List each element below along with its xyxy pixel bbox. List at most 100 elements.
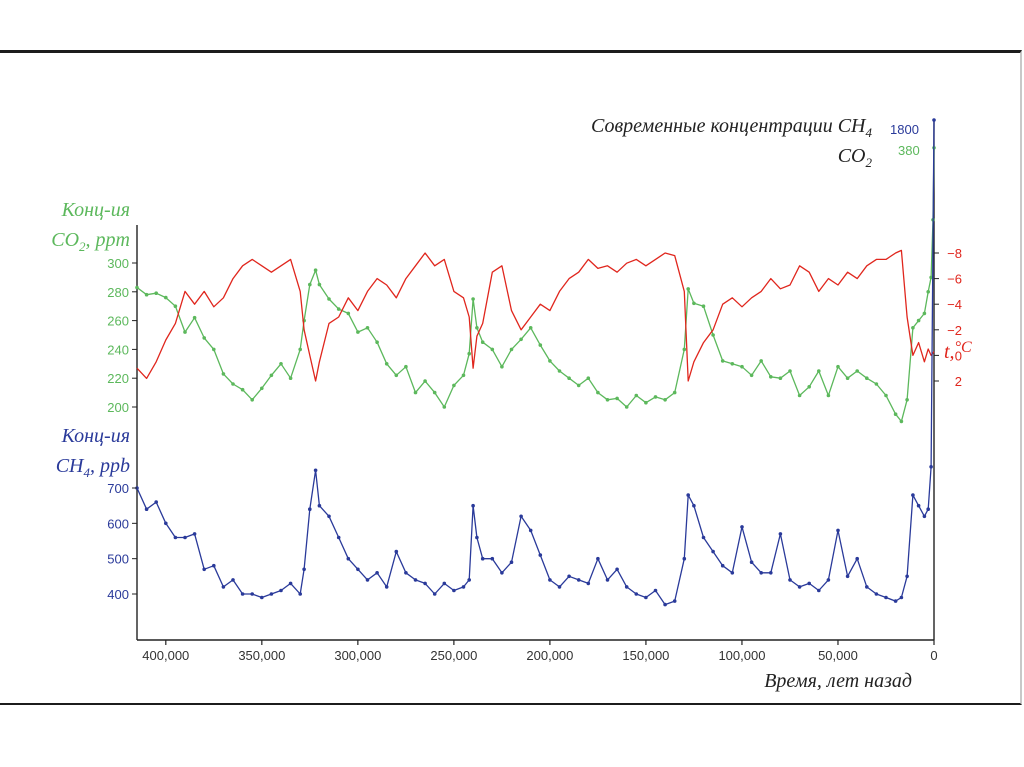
co2-data-point	[567, 376, 571, 381]
ch4-axis-label-line1: Конц-ия	[61, 425, 130, 447]
ch4-data-point	[740, 525, 744, 529]
ch4-data-point	[240, 592, 245, 596]
ch4-data-point	[221, 585, 226, 589]
ch4-data-point	[807, 581, 811, 586]
ch4-data-point	[855, 556, 859, 561]
co2-data-point	[730, 362, 735, 366]
ch4-data-point	[922, 514, 927, 519]
co2-series-line	[136, 147, 935, 423]
co2-axis-label-line2: CO2, ppm	[51, 229, 130, 254]
co2-data-point	[298, 347, 303, 352]
co2-data-point	[480, 340, 485, 345]
ch4-data-point	[154, 500, 158, 504]
co2-data-point	[576, 383, 581, 388]
ch4-data-point	[288, 581, 293, 586]
axes	[136, 120, 935, 641]
co2-data-point	[720, 359, 725, 363]
ch4-data-point	[480, 556, 485, 561]
co2-data-point	[817, 369, 821, 373]
co2-data-point	[212, 347, 216, 352]
co2-data-point	[916, 318, 921, 323]
ch4-data-point	[528, 528, 533, 533]
ch4-tick-label: 500	[107, 552, 129, 567]
co2-data-point	[596, 390, 600, 395]
co2-data-point	[144, 292, 149, 297]
chart-frame	[0, 50, 1022, 705]
co2-data-point	[317, 282, 322, 287]
co2-data-point	[432, 390, 437, 395]
co2-data-point	[375, 340, 379, 345]
modern-ch4-value: 1800	[890, 122, 919, 137]
ch4-data-point	[308, 507, 312, 512]
co2-data-point	[471, 297, 475, 301]
co2-data-point	[701, 304, 706, 309]
co2-data-point	[404, 364, 408, 369]
ch4-data-point	[605, 578, 610, 582]
temp-tick-label: 2	[955, 374, 962, 389]
co2-data-point	[442, 405, 447, 409]
co2-data-point	[336, 307, 341, 311]
ch4-data-point	[509, 560, 514, 564]
ch4-data-point	[644, 595, 648, 600]
ch4-data-point	[144, 507, 149, 512]
ch4-data-point	[663, 602, 667, 607]
co2-data-point	[865, 376, 869, 381]
co2-data-point	[538, 343, 543, 347]
ch4-data-point	[926, 507, 930, 512]
co2-tick-label: 260	[107, 314, 129, 329]
co2-data-point	[797, 393, 802, 398]
ch4-data-point	[192, 532, 197, 536]
ch4-data-point	[788, 578, 792, 582]
co2-data-point	[519, 337, 523, 342]
co2-data-point	[269, 373, 274, 378]
ch4-data-point	[519, 514, 523, 519]
ch4-data-point	[865, 585, 869, 589]
co2-data-point	[855, 369, 859, 373]
co2-data-point	[586, 376, 591, 381]
ch4-data-point	[423, 581, 427, 586]
ch4-data-point	[567, 574, 571, 579]
co2-data-point	[634, 393, 639, 398]
co2-data-point	[365, 326, 370, 330]
ch4-data-point	[899, 595, 904, 600]
ch4-data-point	[586, 581, 591, 586]
ch4-data-point	[596, 556, 600, 561]
ch4-data-point	[279, 588, 283, 593]
ch4-data-point	[475, 535, 479, 540]
x-tick-label: 100,000	[718, 648, 765, 663]
ch4-data-point	[929, 465, 933, 469]
co2-data-point	[624, 405, 629, 409]
co2-data-point	[475, 326, 479, 330]
co2-data-point	[807, 385, 811, 389]
ch4-data-point	[711, 549, 715, 554]
co2-data-point	[413, 390, 418, 395]
x-tick-label: 350,000	[238, 648, 285, 663]
x-tick-label: 250,000	[430, 648, 477, 663]
x-tick-label: 0	[930, 648, 937, 663]
ch4-data-point	[548, 578, 552, 582]
co2-data-point	[653, 395, 658, 399]
ch4-data-point	[404, 571, 408, 575]
co2-data-point	[922, 311, 927, 316]
ch4-data-point	[701, 535, 706, 540]
co2-data-point	[279, 362, 283, 366]
co2-data-point	[288, 376, 293, 381]
co2-tick-label: 280	[107, 285, 129, 300]
ch4-data-point	[653, 588, 658, 593]
temp-tick-label: 0	[955, 348, 962, 363]
ch4-data-point	[250, 592, 254, 596]
ch4-data-point	[905, 574, 909, 579]
co2-data-point	[221, 372, 226, 376]
ch4-data-point	[557, 585, 562, 589]
ch4-data-point	[346, 556, 351, 561]
ch4-data-point	[183, 535, 187, 540]
ch4-data-point	[298, 592, 303, 596]
ch4-axis-label-line2: CH4, ppb	[56, 455, 130, 480]
co2-data-point	[899, 419, 904, 424]
co2-data-point	[929, 275, 933, 280]
co2-axis-label-line1: Конц-ия	[61, 199, 130, 221]
ch4-data-point	[884, 595, 888, 600]
ch4-tick-label: 400	[107, 587, 129, 602]
co2-data-point	[135, 285, 139, 290]
